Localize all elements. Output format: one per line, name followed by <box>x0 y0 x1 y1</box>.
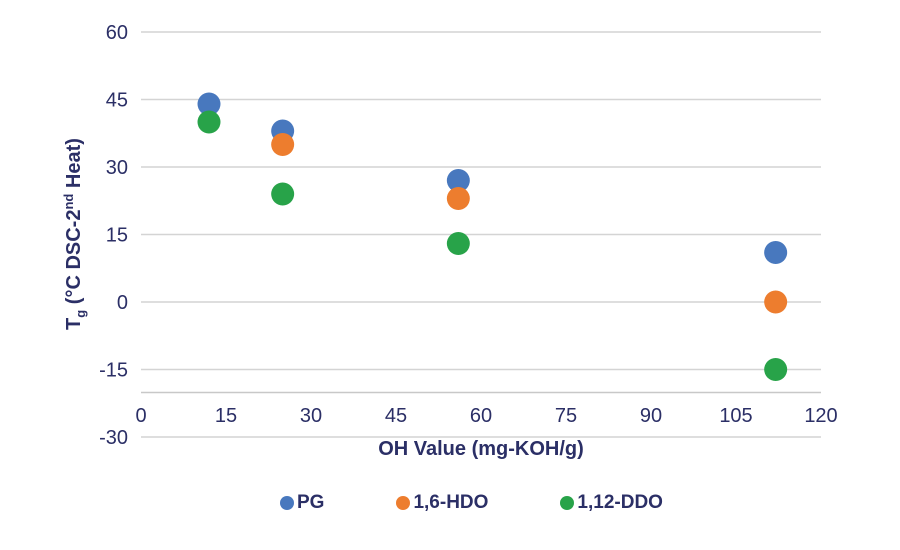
legend-marker-icon <box>560 496 575 510</box>
y-tick-label: -30 <box>99 427 128 449</box>
y-tick-label: 0 <box>117 292 128 314</box>
point-PG <box>764 241 788 264</box>
y-tick-label: 15 <box>106 225 128 247</box>
point-1,12-DDO <box>764 358 788 381</box>
y-tick-label: 60 <box>106 22 128 44</box>
x-tick-label: 45 <box>385 405 407 427</box>
point-1,12-DDO <box>197 110 221 134</box>
x-tick-label: 75 <box>555 405 577 427</box>
data-points <box>197 92 788 381</box>
legend-marker-icon <box>280 496 294 510</box>
x-tick-label: 105 <box>719 405 752 427</box>
y-tick-label: 45 <box>106 90 128 112</box>
point-1,12-DDO <box>446 232 470 255</box>
y-axis-title-part: (°C DSC-2 <box>63 209 85 310</box>
y-axis-title: Tg (°C DSC-2nd Heat) <box>61 74 89 394</box>
x-tick-label: 0 <box>135 405 146 427</box>
gridlines <box>141 31 821 438</box>
y-axis-title-part: Heat) <box>63 138 85 194</box>
point-1,6-HDO <box>764 290 788 314</box>
legend-item-label: 1,12-DDO <box>577 492 663 513</box>
y-tick-labels: 60 45 30 15 0 -15 -30 <box>99 22 128 449</box>
point-1,6-HDO <box>446 187 470 210</box>
point-PG <box>197 92 221 116</box>
legend-marker-icon <box>396 496 411 510</box>
legend-item-PG: PG <box>280 492 324 514</box>
point-1,6-HDO <box>271 133 295 156</box>
x-tick-label: 30 <box>300 405 322 427</box>
point-PG <box>446 169 470 192</box>
y-tick-label: 30 <box>106 157 128 179</box>
y-axis-title-part: T <box>63 317 85 330</box>
y-tick-label: -15 <box>99 360 128 382</box>
legend-item-1,6-HDO: 1,6-HDO <box>396 492 488 514</box>
x-tick-label: 120 <box>804 405 837 427</box>
legend: PG 1,6-HDO 1,12-DDO <box>280 492 663 514</box>
y-axis-title-part: g <box>73 309 88 318</box>
legend-item-1,12-DDO: 1,12-DDO <box>560 492 663 514</box>
y-axis-title-part: nd <box>61 193 76 210</box>
legend-item-label: PG <box>297 492 325 513</box>
x-axis-title: OH Value (mg-KOH/g) <box>378 438 584 460</box>
legend-item-label: 1,6-HDO <box>413 492 489 513</box>
x-tick-label: 90 <box>640 405 662 427</box>
x-tick-label: 60 <box>470 405 492 427</box>
x-tick-label: 15 <box>215 405 237 427</box>
point-1,12-DDO <box>271 182 295 206</box>
x-tick-labels: 0 15 30 45 60 75 90 105 120 <box>135 405 837 427</box>
